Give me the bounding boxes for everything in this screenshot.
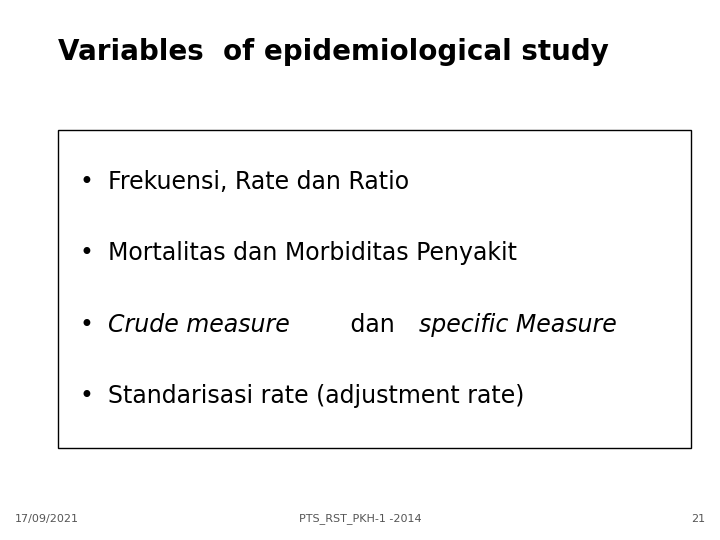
Text: •: • — [79, 384, 93, 408]
Text: Standarisasi rate (adjustment rate): Standarisasi rate (adjustment rate) — [108, 384, 524, 408]
Bar — [58, 130, 691, 448]
Text: •: • — [79, 313, 93, 336]
Text: Frekuensi, Rate dan Ratio: Frekuensi, Rate dan Ratio — [108, 170, 409, 193]
Text: 21: 21 — [691, 514, 706, 524]
Text: Variables  of epidemiological study: Variables of epidemiological study — [58, 38, 608, 66]
Text: 17/09/2021: 17/09/2021 — [14, 514, 78, 524]
Text: Crude measure: Crude measure — [108, 313, 289, 336]
Text: •: • — [79, 241, 93, 265]
Text: specific Measure: specific Measure — [419, 313, 617, 336]
Text: Mortalitas dan Morbiditas Penyakit: Mortalitas dan Morbiditas Penyakit — [108, 241, 517, 265]
Text: PTS_RST_PKH-1 -2014: PTS_RST_PKH-1 -2014 — [299, 513, 421, 524]
Text: dan: dan — [343, 313, 402, 336]
Text: •: • — [79, 170, 93, 193]
